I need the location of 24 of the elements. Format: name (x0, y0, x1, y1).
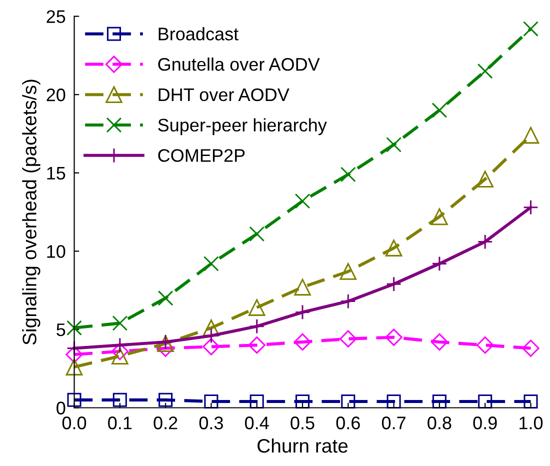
y-tick-label: 0 (56, 402, 66, 414)
y-tick-label: 20 (46, 88, 66, 102)
x-tick-label: 0.0 (62, 416, 86, 430)
y-tick-label: 5 (56, 324, 66, 336)
x-tick-label: 0.9 (473, 416, 497, 430)
legend-label: Super-peer hierarchy (158, 118, 327, 136)
x-tick-label: 0.7 (382, 416, 406, 430)
legend-label: Gnutella over AODV (158, 58, 320, 71)
x-tick-label: 0.1 (108, 416, 132, 430)
legend-label: DHT over AODV (158, 88, 290, 102)
x-axis-title: Churn rate (258, 438, 348, 453)
y-axis-title: Signaling overhead (packets/s) (22, 80, 40, 345)
y-tick-label: 25 (46, 10, 66, 24)
x-tick-label: 0.3 (199, 416, 223, 430)
x-tick-label: 0.4 (245, 416, 269, 430)
x-tick-label: 0.2 (154, 416, 178, 430)
y-tick-label: 15 (47, 167, 66, 180)
x-tick-label: 0.6 (336, 416, 360, 430)
legend-label: Broadcast (158, 27, 238, 40)
x-tick-label: 1.0 (520, 416, 543, 430)
y-tick-label: 10 (47, 245, 66, 258)
legend-label: COMEP2P (158, 149, 245, 162)
x-tick-label: 0.5 (290, 416, 314, 430)
x-tick-label: 0.8 (428, 416, 452, 430)
